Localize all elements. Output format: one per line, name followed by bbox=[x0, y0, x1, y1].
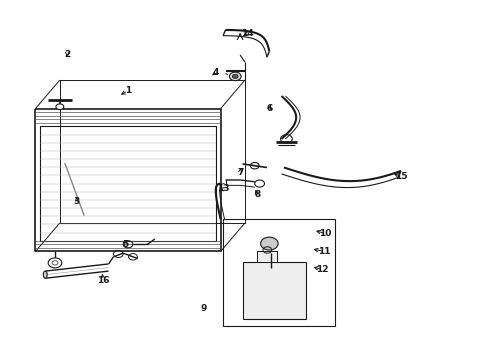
Text: 6: 6 bbox=[266, 104, 272, 113]
Text: 8: 8 bbox=[254, 190, 260, 199]
Bar bbox=[223, 219, 335, 327]
Text: 16: 16 bbox=[98, 275, 110, 284]
Text: 11: 11 bbox=[318, 247, 330, 256]
Text: 2: 2 bbox=[64, 50, 70, 59]
Text: 1: 1 bbox=[125, 86, 131, 95]
Text: 4: 4 bbox=[213, 68, 219, 77]
Circle shape bbox=[48, 258, 62, 268]
Circle shape bbox=[232, 74, 238, 78]
Text: 7: 7 bbox=[237, 168, 244, 177]
Circle shape bbox=[261, 237, 278, 250]
Text: 12: 12 bbox=[316, 265, 328, 274]
Circle shape bbox=[56, 104, 64, 110]
Ellipse shape bbox=[43, 271, 47, 278]
Text: 5: 5 bbox=[122, 240, 129, 249]
Text: 14: 14 bbox=[241, 29, 254, 38]
Text: 9: 9 bbox=[200, 304, 207, 313]
Text: 13: 13 bbox=[217, 184, 229, 193]
Circle shape bbox=[229, 72, 241, 81]
Text: 10: 10 bbox=[319, 229, 332, 238]
Bar bbox=[243, 262, 306, 319]
Bar bbox=[257, 251, 277, 262]
Text: 15: 15 bbox=[394, 172, 407, 181]
Text: 3: 3 bbox=[74, 197, 80, 206]
